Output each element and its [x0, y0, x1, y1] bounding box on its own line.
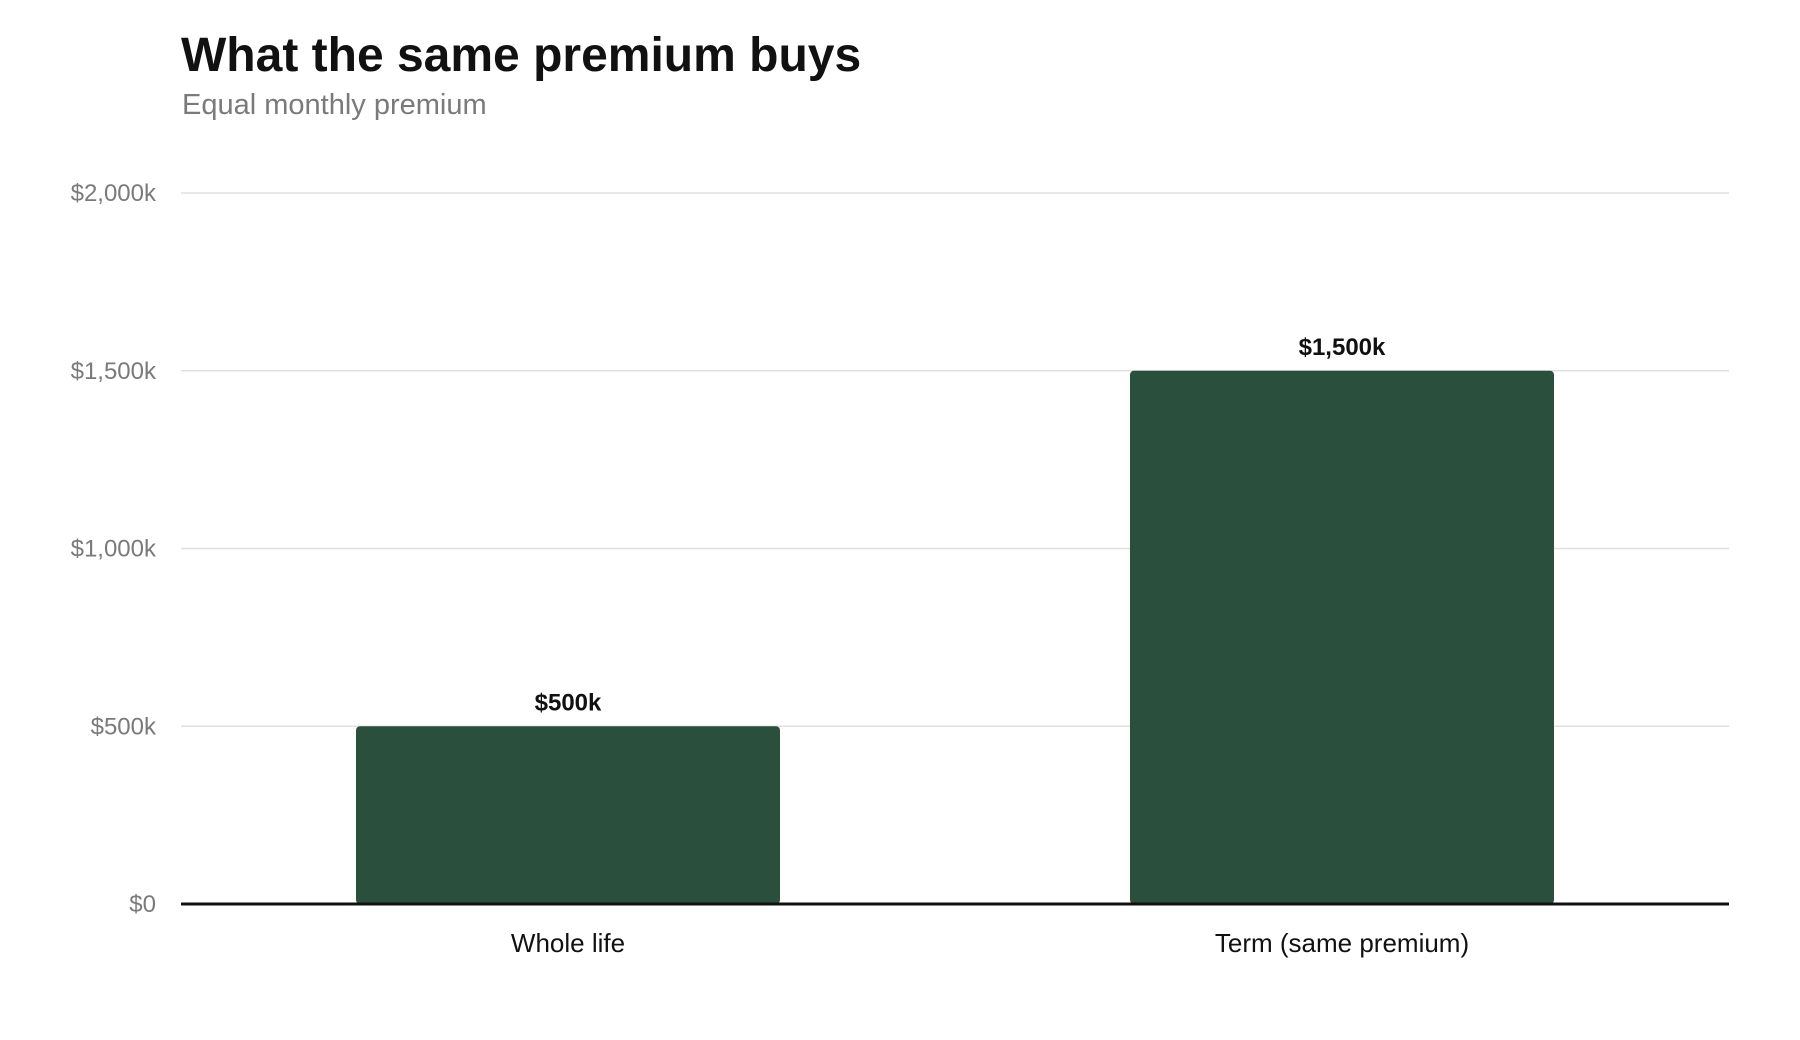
- y-tick-label: $1,000k: [71, 536, 157, 563]
- x-category-label: Term (same premium): [1215, 928, 1469, 958]
- data-labels: $500k $1,500k: [535, 334, 1386, 717]
- x-axis-categories: Whole life Term (same premium): [511, 928, 1469, 958]
- bars: [356, 370, 1554, 904]
- chart-title: What the same premium buys: [181, 29, 862, 82]
- y-tick-label: $500k: [91, 713, 157, 740]
- bar: [1130, 370, 1554, 904]
- y-tick-label: $0: [129, 891, 156, 918]
- bar: [356, 726, 780, 904]
- y-tick-label: $2,000k: [71, 180, 157, 207]
- bar-value-label: $500k: [535, 689, 602, 716]
- bar-value-label: $1,500k: [1299, 334, 1386, 361]
- x-category-label: Whole life: [511, 928, 625, 958]
- y-axis-ticks: $0 $500k $1,000k $1,500k $2,000k: [71, 180, 157, 918]
- chart-subtitle: Equal monthly premium: [182, 89, 487, 121]
- y-tick-label: $1,500k: [71, 358, 157, 385]
